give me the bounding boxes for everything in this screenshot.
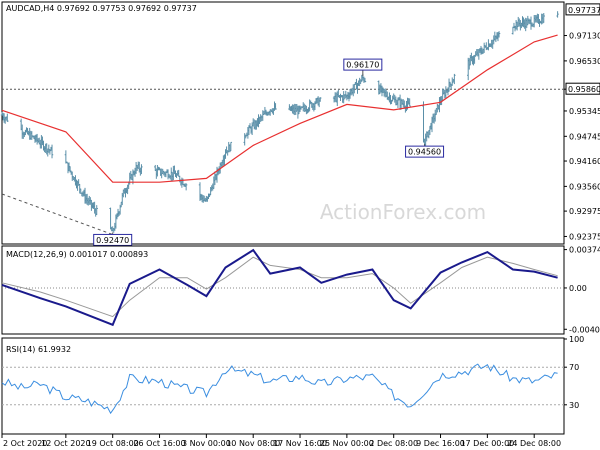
x-tick-label: 24 Dec 08:00: [507, 439, 561, 448]
rsi-tick-label: 100: [569, 335, 584, 344]
price-bars: [0, 11, 559, 233]
x-tick-label: 26 Oct 16:00: [133, 439, 185, 448]
macd-axis: 0.003747 0.00 -0.004036: [564, 246, 600, 334]
x-tick-label: 10 Nov 08:00: [226, 439, 280, 448]
x-tick-label: 12 Oct 2020: [41, 439, 90, 448]
annotation-label: 0.94560: [408, 148, 441, 157]
rsi-tick-label: 70: [569, 363, 579, 372]
price-tick-label: 0.94160: [569, 157, 600, 166]
macd-panel: MACD(12,26,9) 0.001017 0.000893 0.003747…: [1, 245, 600, 335]
watermark: ActionForex.com: [320, 200, 486, 224]
annotation-box: [93, 233, 133, 246]
price-tick-label: 0.92375: [569, 232, 600, 241]
rsi-panel: RSI(14) 61.9932 100 70 30: [1, 335, 584, 435]
annotation-box: [343, 58, 383, 71]
last-price-label: 0.97737: [568, 6, 600, 15]
moving-average-line: [1, 34, 558, 183]
annotation-box: [405, 145, 445, 158]
rsi-line: [1, 363, 558, 415]
annotation-label: 0.92470: [96, 236, 129, 245]
macd-panel-frame: [1, 245, 565, 335]
level-box: [565, 82, 600, 95]
last-price-box: [565, 3, 600, 16]
rsi-tick-label: 30: [569, 401, 579, 410]
macd-line: [1, 248, 558, 327]
price-tick-label: 0.93560: [569, 182, 600, 191]
macd-tick-label: 0.003747: [569, 246, 600, 255]
price-tick-label: 0.95345: [569, 107, 600, 116]
macd-panel-title: MACD(12,26,9) 0.001017 0.000893: [6, 250, 148, 259]
price-panel-title: AUDCAD,H4 0.97692 0.97753 0.97692 0.9773…: [6, 4, 197, 13]
price-panel-frame: [1, 1, 565, 245]
signal-line: [1, 256, 558, 318]
x-tick-label: 3 Nov 00:00: [182, 439, 231, 448]
price-tick-label: 0.92975: [569, 207, 600, 216]
x-tick-label: 2 Oct 2020: [3, 439, 47, 448]
macd-tick-label: -0.004036: [569, 325, 600, 334]
level-label: 0.95860: [568, 85, 600, 94]
price-axis: 0.97130 0.96530 0.95860 0.95345 0.94745 0.941…: [564, 3, 600, 241]
annotation-label: 0.96170: [346, 61, 379, 70]
price-panel: ActionForex.com 0.92470 0.96170 0.94560 AU…: [0, 1, 600, 246]
price-tick-label: 0.97130: [569, 32, 600, 41]
x-tick-label: 25 Nov 00:00: [320, 439, 374, 448]
macd-tick-label: 0.00: [569, 284, 587, 293]
trend-line: [1, 193, 113, 236]
x-tick-label: 17 Dec 00:00: [460, 439, 514, 448]
x-tick-label: 2 Dec 08:00: [369, 439, 418, 448]
rsi-axis: 100 70 30: [564, 335, 584, 410]
x-tick-label: 9 Dec 16:00: [416, 439, 465, 448]
x-tick-label: 19 Oct 08:00: [87, 439, 139, 448]
price-annotations: 0.92470 0.96170 0.94560: [93, 58, 445, 246]
rsi-panel-frame: [1, 337, 565, 435]
price-tick-label: 0.96530: [569, 57, 600, 66]
x-tick-label: 17 Nov 16:00: [273, 439, 327, 448]
rsi-panel-title: RSI(14) 61.9932: [6, 345, 71, 354]
price-tick-label: 0.94745: [569, 132, 600, 141]
